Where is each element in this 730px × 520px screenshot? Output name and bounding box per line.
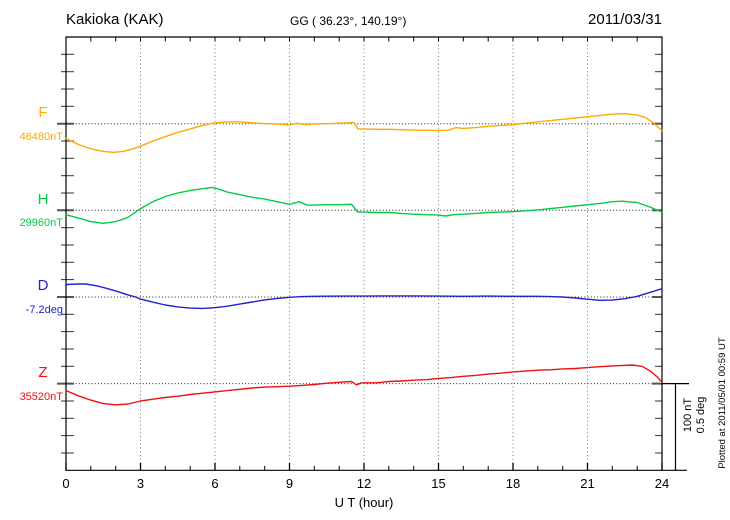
x-tick-label: 3	[136, 476, 145, 491]
x-tick-label: 9	[285, 476, 294, 491]
component-baseline-h: 29960nT	[19, 217, 63, 230]
scale-bar-label: 100 nT 0.5 deg	[682, 383, 710, 447]
x-tick-label: 15	[431, 476, 446, 491]
x-tick-label: 12	[356, 476, 372, 491]
component-letter-f: F	[38, 104, 48, 122]
component-letter-z: Z	[38, 364, 48, 382]
trace-z	[65, 364, 663, 406]
x-tick-label: 24	[654, 476, 670, 491]
scale-bar-deg: 0.5 deg	[695, 396, 707, 434]
trace-d	[65, 283, 663, 310]
component-baseline-d: -7.2deg	[25, 303, 63, 316]
x-tick-label: 6	[211, 476, 219, 491]
plotted-at-note: Plotted at 2011/05/01 00:59 UT	[717, 337, 728, 469]
trace-f	[65, 112, 663, 154]
scale-bar-nt: 100 nT	[682, 397, 694, 433]
station-title: Kakioka (KAK)	[66, 11, 164, 28]
x-tick-label: 18	[505, 476, 521, 491]
trace-h	[65, 186, 663, 225]
station-coordinates: GG ( 36.23°, 140.19°)	[290, 14, 407, 28]
component-letter-d: D	[37, 277, 49, 295]
x-tick-label: 0	[62, 476, 70, 491]
component-baseline-f: 46480nT	[19, 130, 63, 143]
component-baseline-z: 35520nT	[19, 390, 63, 403]
x-tick-label: 21	[580, 476, 595, 491]
plot-date: 2011/03/31	[588, 11, 662, 28]
x-axis-title: U T (hour)	[334, 495, 394, 510]
component-letter-h: H	[37, 190, 49, 208]
